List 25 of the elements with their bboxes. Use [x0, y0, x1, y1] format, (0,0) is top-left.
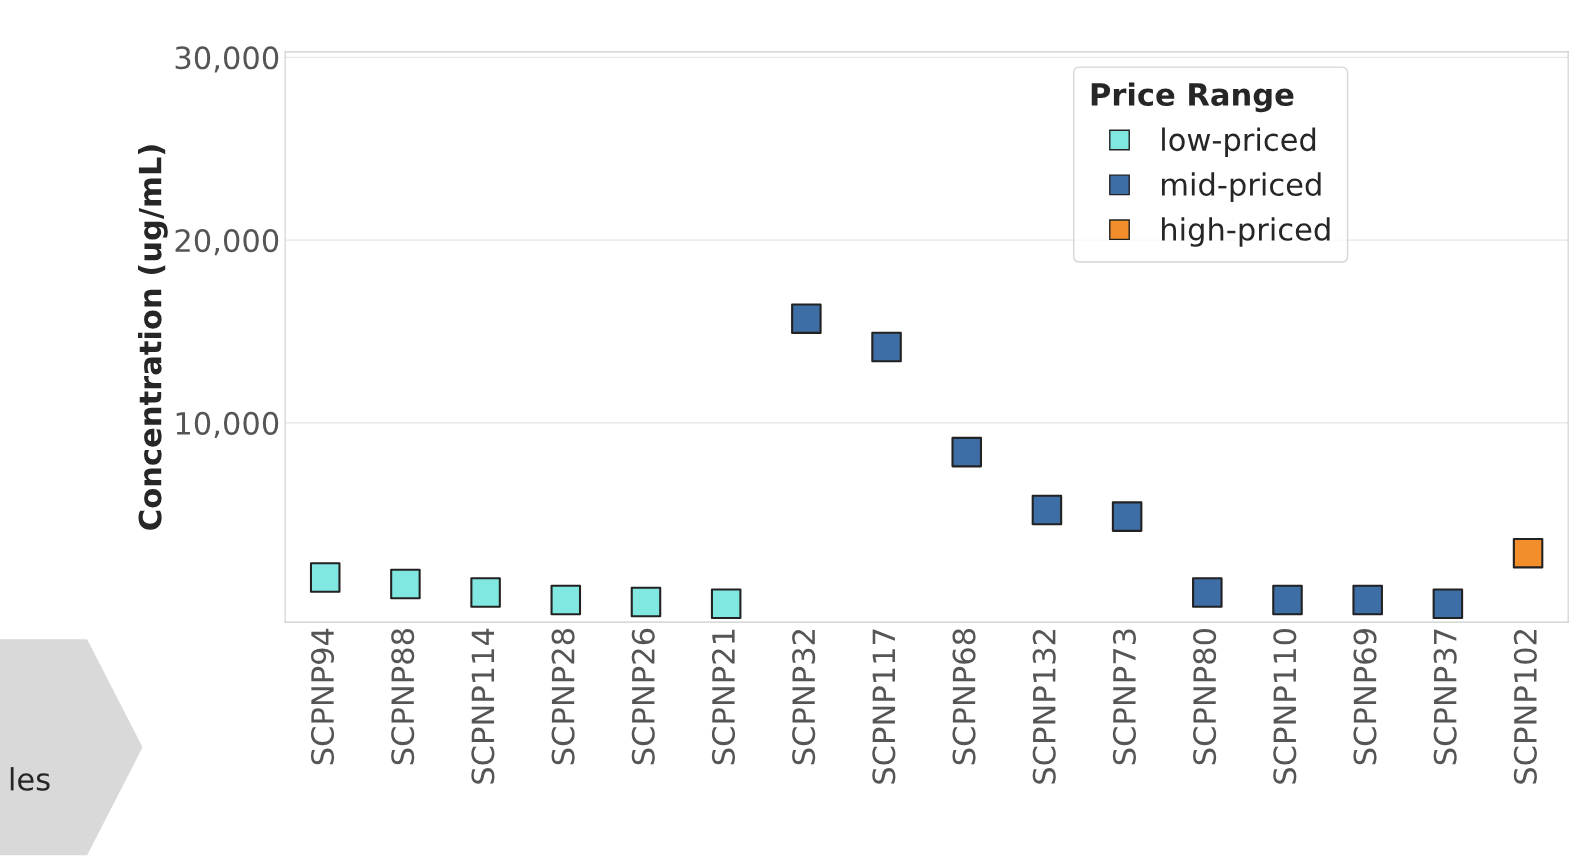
x-tick-label: SCPNP117: [872, 629, 896, 784]
legend-label: mid-priced: [1162, 172, 1321, 202]
x-tick-label: SCPNP28: [551, 629, 575, 765]
y-axis-title: Concentration (ug/mL): [137, 145, 168, 530]
x-tick-label: SCPNP21: [711, 629, 736, 765]
x-tick-label: SCPNP37: [1433, 629, 1457, 765]
y-tick-label: 20,000: [175, 229, 279, 256]
x-tick-label: SCPNP102: [1513, 630, 1537, 784]
legend-label: low-priced: [1162, 127, 1316, 158]
text: les: [10, 767, 50, 791]
x-tick-label: SCPNP69: [1353, 629, 1377, 765]
x-tick-label: SCPNP114: [471, 628, 495, 784]
x-tick-label: SCPNP94: [310, 628, 335, 765]
x-tick-label: SCPNP26: [631, 628, 655, 765]
y-tick-label: 10,000: [176, 411, 279, 439]
x-tick-label: SCPNP110: [1273, 628, 1297, 784]
x-tick-label: SCPNP73: [1112, 629, 1136, 765]
x-tick-label: SCPNP32: [792, 630, 816, 765]
y-tick-label: 30,000: [175, 46, 279, 73]
legend-label: high-priced: [1162, 217, 1330, 247]
x-tick-label: SCPNP68: [952, 629, 976, 765]
legend-title: Price Range: [1091, 82, 1294, 113]
x-tick-label: SCPNP132: [1032, 630, 1056, 784]
x-tick-label: SCPNP88: [391, 629, 415, 765]
x-tick-label: SCPNP80: [1193, 628, 1217, 765]
